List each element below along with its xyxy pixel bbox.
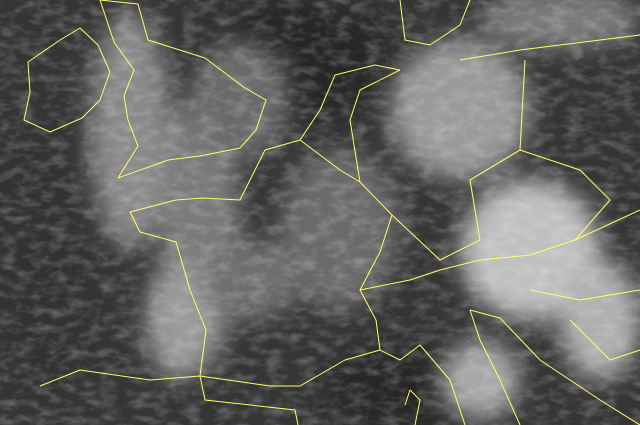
corsica-coast — [404, 389, 421, 425]
adriatic-east-coast — [469, 309, 640, 425]
germany-border — [349, 59, 526, 261]
benelux-coast — [299, 64, 401, 141]
czech-border — [469, 149, 611, 241]
iberia-north-coast — [39, 369, 299, 425]
great-britain-coast — [99, 0, 267, 179]
denmark-coast — [399, 0, 471, 46]
baltic-coast — [459, 34, 640, 61]
france-coast-border — [129, 139, 393, 387]
balkan-borders — [529, 289, 640, 361]
ireland-coast — [23, 27, 111, 133]
italy-coast — [379, 309, 521, 425]
country-borders — [23, 0, 640, 425]
